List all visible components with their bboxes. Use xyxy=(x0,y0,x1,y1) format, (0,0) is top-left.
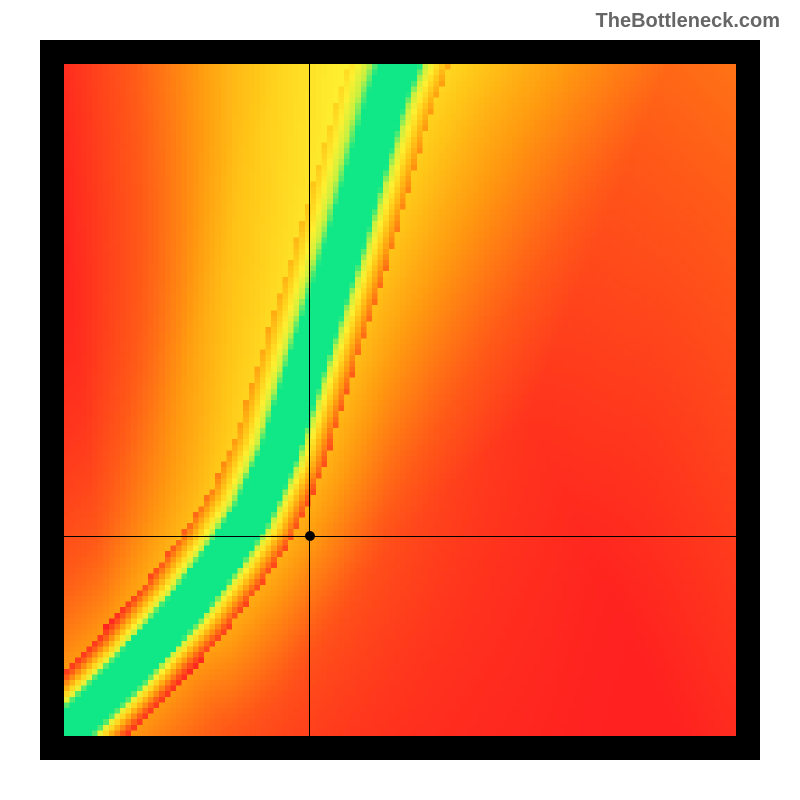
crosshair-horizontal xyxy=(64,536,736,537)
root: TheBottleneck.com xyxy=(0,0,800,800)
heatmap-canvas xyxy=(64,64,736,736)
crosshair-vertical xyxy=(309,64,310,736)
chart-frame xyxy=(40,40,760,760)
watermark-text: TheBottleneck.com xyxy=(596,10,780,33)
